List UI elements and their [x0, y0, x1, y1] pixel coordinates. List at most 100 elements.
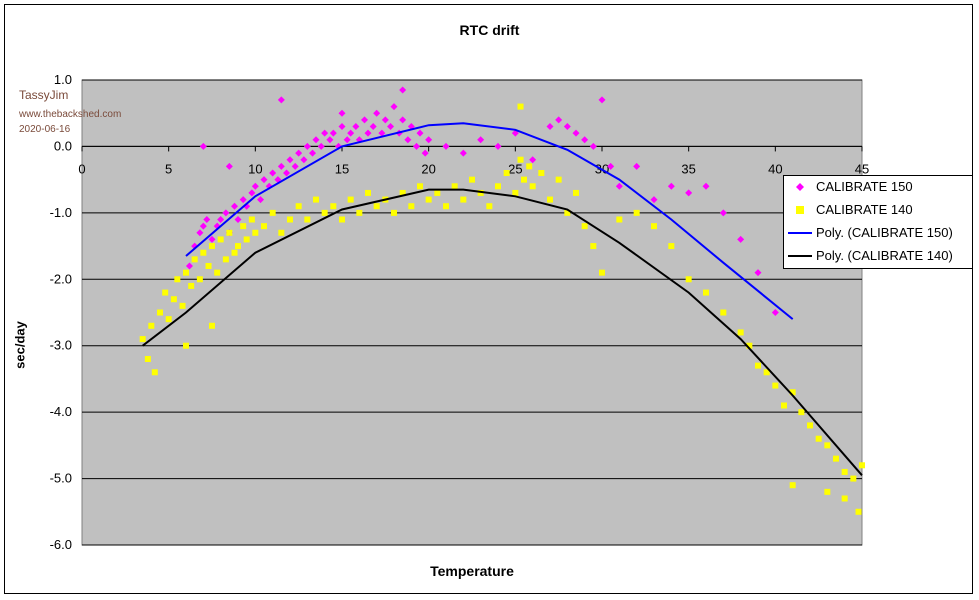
data-point-calibrate-140 — [746, 342, 753, 349]
data-point-calibrate-150 — [563, 123, 571, 130]
y-tick-label: -4.0 — [50, 404, 72, 419]
trendline-calibrate-140 — [142, 188, 863, 476]
black-line-icon — [788, 255, 812, 257]
data-point-calibrate-140 — [330, 203, 337, 210]
data-point-calibrate-150 — [347, 129, 355, 137]
data-point-calibrate-140 — [529, 183, 536, 190]
data-point-calibrate-140 — [581, 223, 588, 230]
data-point-calibrate-140 — [191, 256, 198, 263]
blue-line-icon — [788, 232, 812, 234]
data-point-calibrate-140 — [162, 289, 169, 296]
data-point-calibrate-150 — [338, 123, 346, 130]
plot-area — [81, 79, 863, 546]
data-point-calibrate-140 — [391, 209, 397, 216]
data-point-calibrate-150 — [286, 156, 294, 164]
y-tick-label: -6.0 — [50, 537, 72, 552]
data-point-calibrate-140 — [339, 216, 345, 223]
data-point-calibrate-140 — [240, 223, 247, 230]
data-point-calibrate-150 — [477, 136, 485, 144]
data-point-calibrate-140 — [425, 196, 432, 203]
data-point-calibrate-150 — [633, 162, 641, 170]
legend-label: CALIBRATE 140 — [816, 202, 913, 217]
data-point-calibrate-140 — [477, 189, 484, 196]
data-point-calibrate-140 — [443, 203, 449, 210]
data-point-calibrate-140 — [651, 223, 657, 230]
data-point-calibrate-150 — [381, 116, 389, 124]
data-point-calibrate-140 — [789, 482, 796, 489]
data-point-calibrate-140 — [399, 189, 406, 196]
data-point-calibrate-150 — [203, 216, 211, 223]
data-point-calibrate-140 — [789, 389, 796, 396]
data-point-calibrate-140 — [209, 243, 215, 250]
data-point-calibrate-140 — [555, 176, 562, 183]
data-point-calibrate-150 — [719, 209, 727, 217]
data-point-calibrate-140 — [347, 196, 354, 203]
x-tick-label: 40 — [768, 161, 782, 176]
data-point-calibrate-150 — [361, 116, 369, 124]
data-point-calibrate-140 — [841, 495, 848, 502]
data-point-calibrate-140 — [151, 369, 158, 376]
data-point-calibrate-140 — [174, 276, 181, 283]
data-point-calibrate-140 — [157, 309, 163, 316]
data-point-calibrate-140 — [633, 209, 640, 216]
data-point-calibrate-140 — [807, 422, 813, 429]
data-point-calibrate-150 — [607, 162, 615, 170]
data-point-calibrate-150 — [598, 96, 606, 104]
x-tick-label: 20 — [421, 161, 435, 176]
data-point-calibrate-150 — [529, 156, 537, 164]
data-point-calibrate-150 — [291, 162, 299, 170]
data-point-calibrate-140 — [526, 163, 533, 170]
data-point-calibrate-140 — [451, 183, 458, 190]
legend-item-poly-140: Poly. (CALIBRATE 140) — [784, 245, 974, 267]
x-tick-label: 45 — [855, 161, 869, 176]
data-point-calibrate-140 — [179, 302, 186, 309]
data-point-calibrate-150 — [494, 142, 502, 150]
data-point-calibrate-140 — [755, 362, 761, 369]
data-point-calibrate-140 — [833, 455, 839, 462]
data-point-calibrate-140 — [495, 183, 501, 190]
data-point-calibrate-140 — [196, 276, 203, 283]
data-point-calibrate-140 — [139, 336, 146, 343]
data-point-calibrate-150 — [300, 156, 308, 164]
data-point-calibrate-140 — [841, 468, 848, 475]
data-point-calibrate-140 — [517, 103, 524, 110]
data-point-calibrate-150 — [667, 182, 675, 190]
y-tick-label: -1.0 — [50, 205, 72, 220]
data-point-calibrate-140 — [573, 189, 579, 196]
data-point-calibrate-150 — [303, 142, 311, 150]
data-point-calibrate-140 — [261, 223, 267, 230]
data-point-calibrate-140 — [855, 508, 862, 515]
data-point-calibrate-140 — [313, 196, 319, 203]
data-point-calibrate-150 — [208, 235, 216, 243]
data-point-calibrate-150 — [343, 136, 351, 144]
watermark-date: 2020-06-16 — [19, 124, 71, 135]
data-point-calibrate-140 — [356, 209, 363, 216]
data-point-calibrate-150 — [317, 142, 325, 150]
data-point-calibrate-150 — [199, 222, 207, 230]
data-point-calibrate-140 — [222, 256, 229, 263]
data-point-calibrate-150 — [321, 129, 329, 137]
data-point-calibrate-140 — [321, 209, 328, 216]
data-point-calibrate-150 — [283, 169, 291, 177]
x-tick-label: 0 — [78, 161, 85, 176]
data-point-calibrate-150 — [369, 123, 377, 130]
data-point-calibrate-140 — [269, 209, 276, 216]
y-tick-label: -3.0 — [50, 338, 72, 353]
data-point-calibrate-150 — [277, 96, 285, 104]
trendline-calibrate-150 — [185, 122, 794, 320]
data-point-calibrate-150 — [329, 129, 337, 137]
data-point-calibrate-140 — [252, 229, 259, 236]
diamond-marker-icon — [796, 183, 804, 191]
data-point-calibrate-140 — [815, 435, 822, 442]
data-point-calibrate-150 — [399, 86, 407, 94]
data-point-calibrate-150 — [459, 149, 467, 157]
data-point-calibrate-140 — [460, 196, 467, 203]
data-point-calibrate-140 — [824, 488, 831, 495]
data-point-calibrate-150 — [222, 209, 230, 217]
data-point-calibrate-140 — [547, 196, 553, 203]
data-point-calibrate-140 — [763, 369, 770, 376]
data-point-calibrate-140 — [685, 276, 692, 283]
data-point-calibrate-140 — [599, 269, 605, 276]
data-point-calibrate-140 — [226, 229, 233, 236]
data-point-calibrate-150 — [425, 136, 433, 144]
